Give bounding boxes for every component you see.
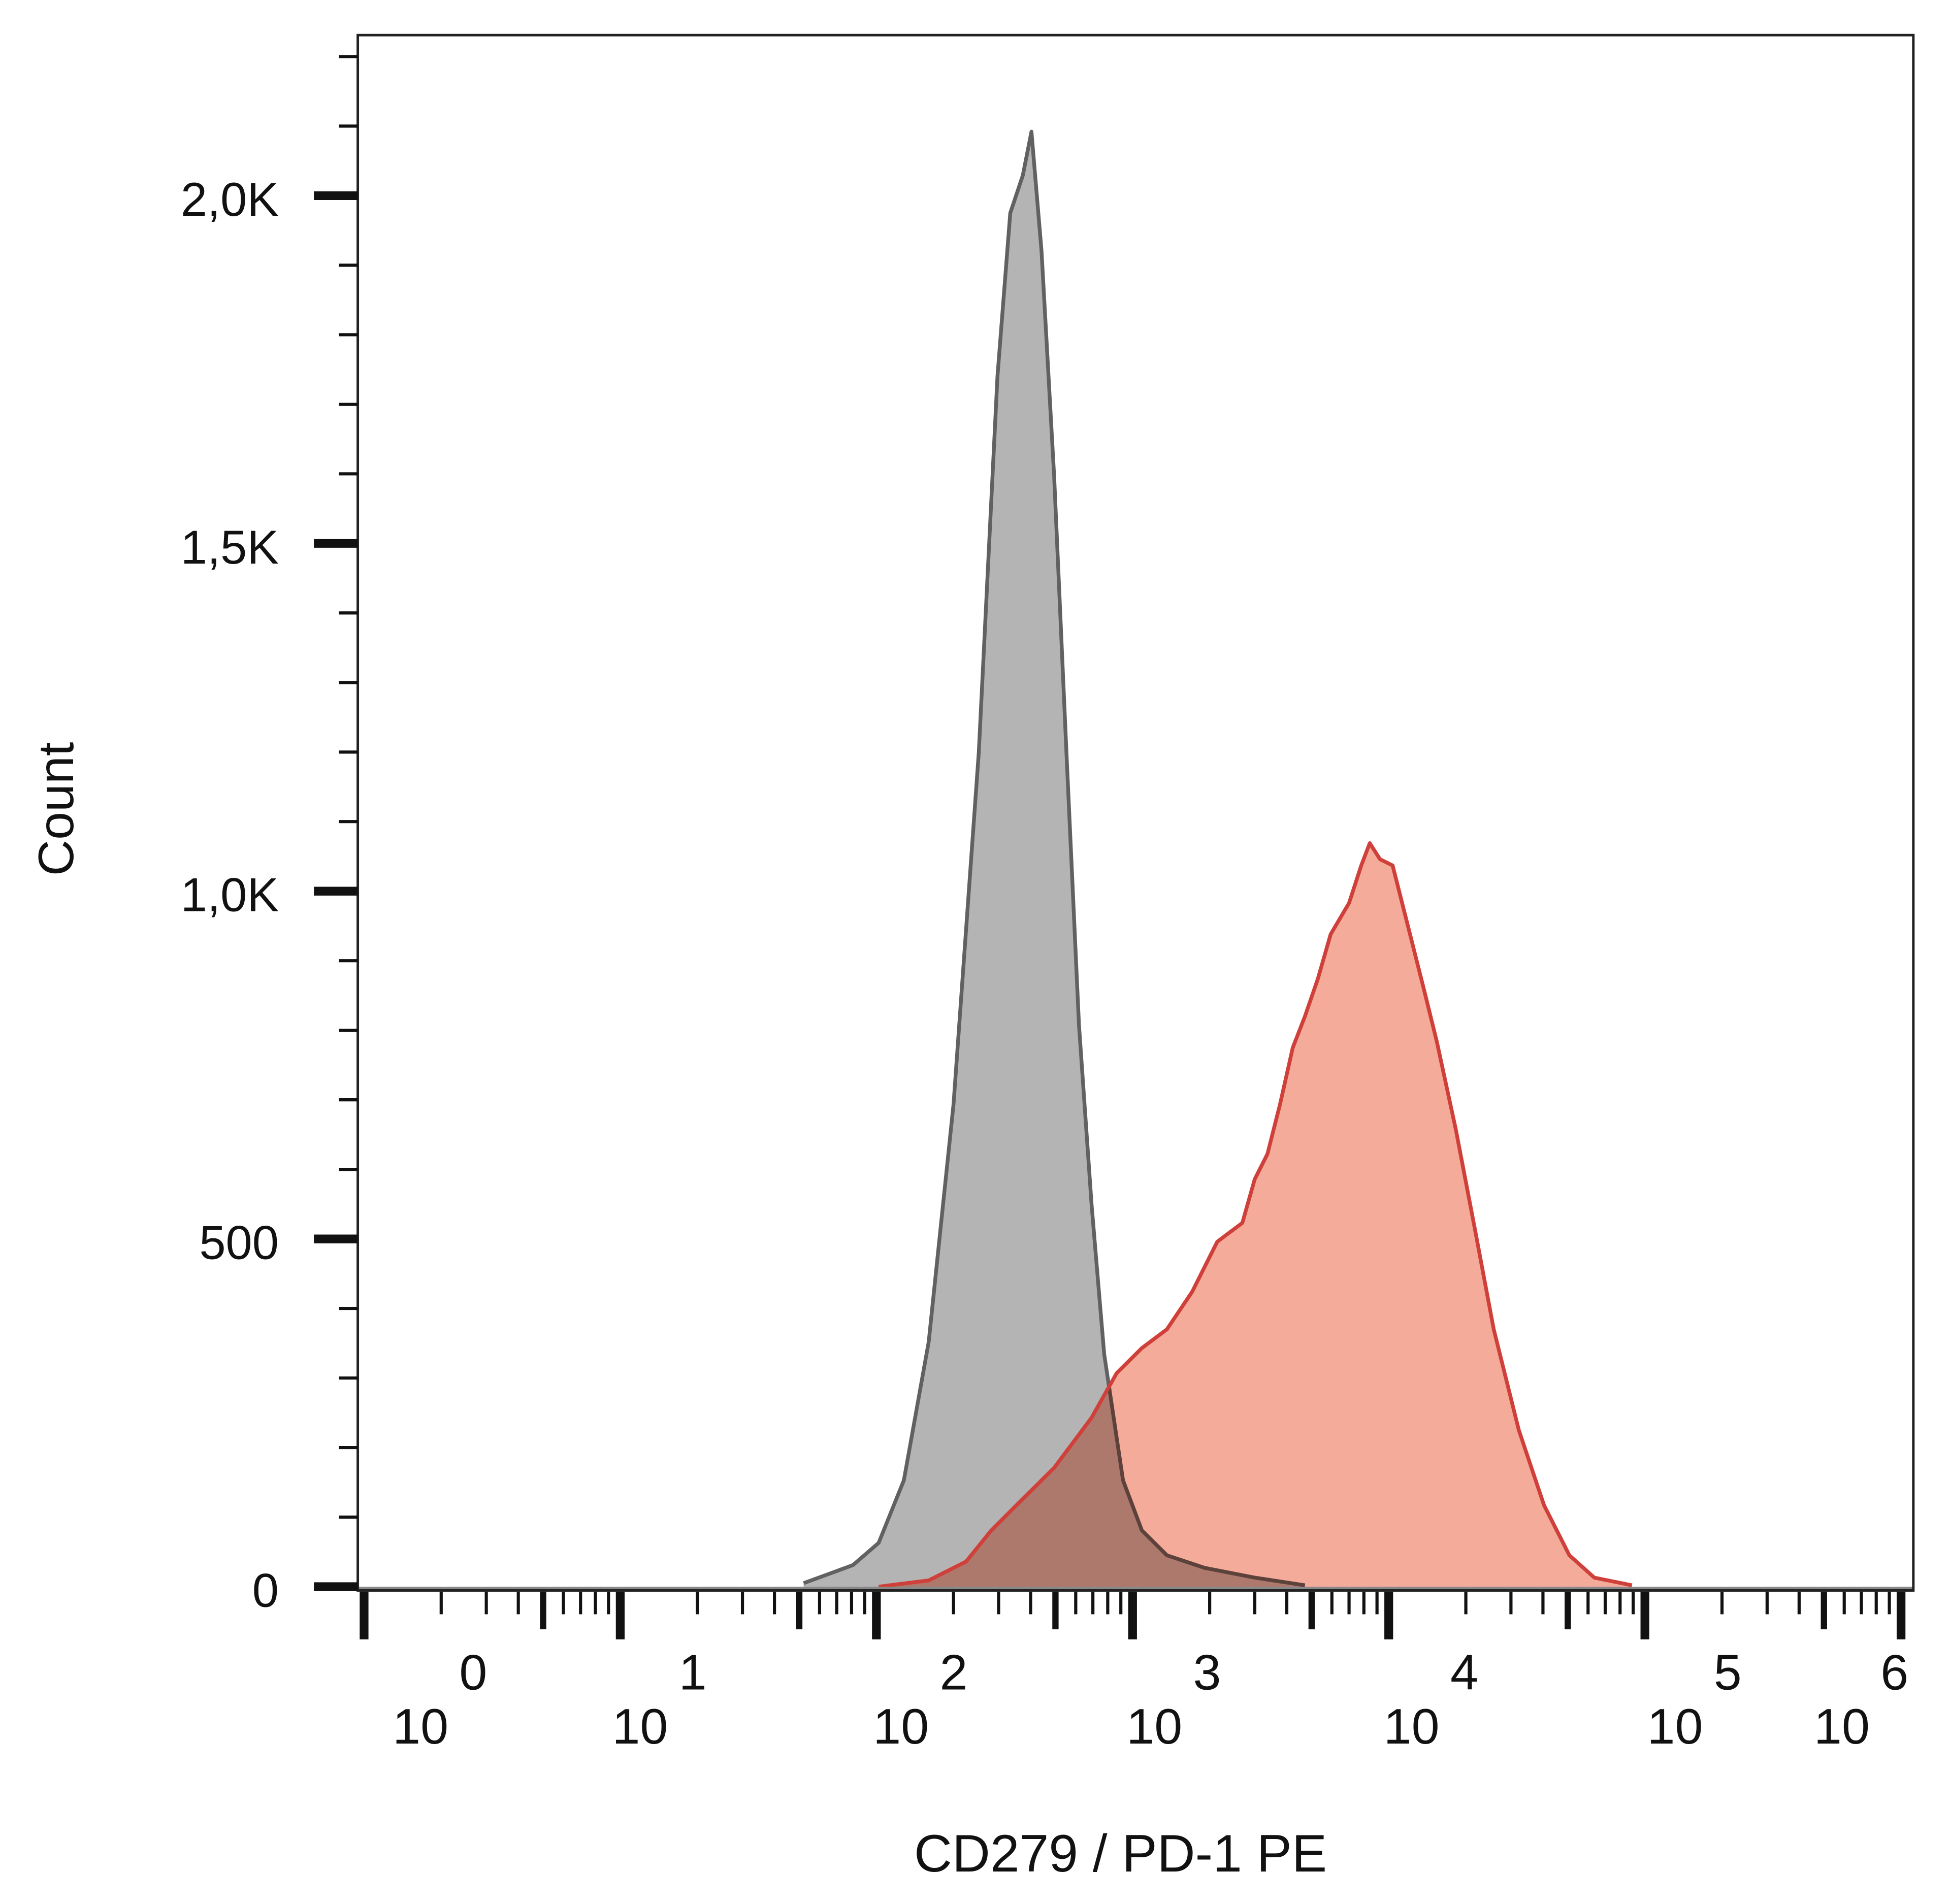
series-0-fill [803,132,1305,1587]
y-axis-label: Count [28,742,84,876]
x-tick-label-exponent: 4 [1450,1645,1478,1700]
x-tick-label-exponent: 2 [940,1645,968,1700]
x-tick-label-base: 10 [612,1698,668,1754]
x-tick-label-base: 10 [393,1698,448,1754]
y-tick-label: 2,0K [181,173,279,226]
x-tick-label-exponent: 5 [1714,1645,1742,1700]
x-tick-label-exponent: 1 [679,1645,707,1700]
x-tick-label-exponent: 0 [459,1645,487,1700]
plot-frame [356,34,1915,1592]
x-tick-label-base: 10 [1384,1698,1440,1754]
x-tick-label-base: 10 [1126,1698,1182,1754]
series-layer [358,129,1913,1592]
x-tick-label-exponent: 6 [1880,1645,1908,1700]
x-axis-label: CD279 / PD-1 PE [914,1824,1327,1883]
x-tick-label-base: 10 [873,1698,929,1754]
x-tick-label-base: 10 [1647,1698,1703,1754]
x-tick-label-base: 10 [1814,1698,1870,1754]
y-tick-label: 0 [252,1564,279,1617]
y-tick-label: 1,0K [181,868,279,922]
series-1-line [878,841,1633,1589]
x-tick-label-exponent: 3 [1193,1645,1221,1700]
series-1-fill [879,843,1632,1587]
y-tick-label: 500 [199,1216,279,1269]
y-tick-label: 1,5K [181,520,279,574]
